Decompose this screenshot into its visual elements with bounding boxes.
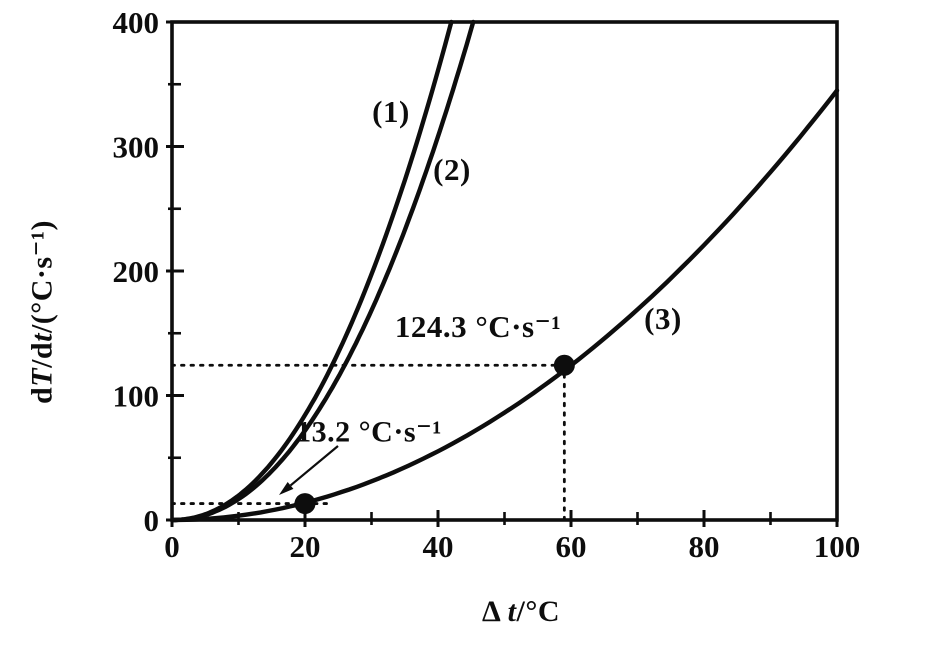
annotation-arrow-line	[289, 445, 339, 487]
annotation-value-high: 124.3 °C·s⁻¹	[394, 309, 562, 344]
annotation-value-low: 13.2 °C·s⁻¹	[296, 415, 442, 449]
y-tick-label: 200	[113, 254, 160, 289]
x-axis-title: Δ t/°C	[482, 595, 560, 628]
curve-label-2: (2)	[433, 152, 471, 187]
curve-2	[169, 19, 476, 523]
y-tick-label: 0	[144, 503, 160, 538]
x-tick-label: 0	[164, 529, 180, 564]
x-tick-label: 80	[689, 529, 720, 564]
y-tick-label: 400	[113, 5, 160, 40]
y-tick-label: 100	[113, 379, 160, 414]
x-tick-label: 100	[814, 529, 861, 564]
curve-label-1: (1)	[372, 94, 410, 129]
x-tick-label: 40	[423, 529, 454, 564]
x-tick-label: 60	[556, 529, 587, 564]
y-axis-title: dT/dt/(°C·s⁻¹)	[25, 220, 59, 404]
x-tick-label: 20	[290, 529, 321, 564]
curve-3	[169, 88, 840, 523]
y-axis-title-text: d	[25, 386, 59, 404]
marked-point	[294, 493, 316, 515]
annotation-arrow-head	[279, 481, 294, 495]
curve-label-3: (3)	[644, 301, 682, 336]
marked-point	[553, 354, 575, 376]
plot-frame	[170, 20, 839, 522]
y-tick-label: 300	[113, 130, 160, 165]
x-axis-title-text: Δ	[482, 595, 508, 628]
